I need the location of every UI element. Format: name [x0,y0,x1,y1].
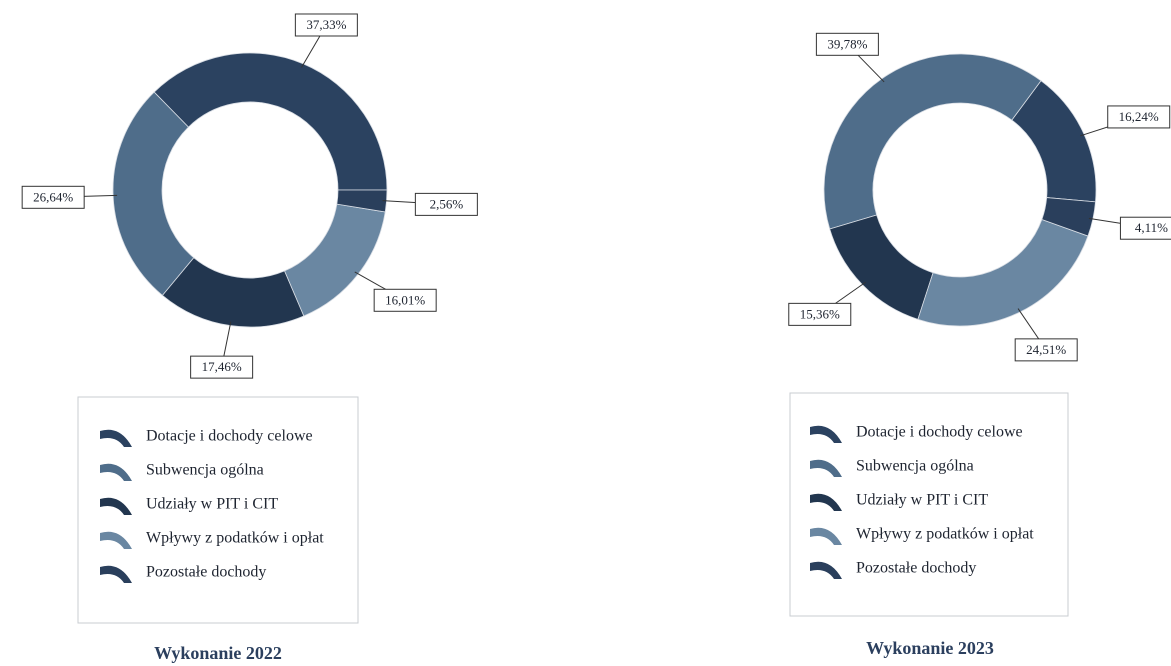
legend-label: Pozostałe dochody [146,564,266,581]
legend-label: Subwencja ogólna [146,462,264,479]
legend-label: Udziały w PIT i CIT [856,492,988,509]
legend-icon [100,497,132,515]
donut-segment [284,203,386,317]
legend-label: Pozostałe dochody [856,560,976,577]
legend-label: Dotacje i dochody celowe [856,424,1023,441]
legend-icon [810,459,842,477]
legend-label: Dotacje i dochody celowe [146,428,313,445]
data-label: 26,64% [33,189,73,204]
donut-segment [917,218,1089,327]
legend-icon [810,527,842,545]
data-label: 15,36% [800,306,840,321]
legend-icon [810,425,842,443]
donut-segment [153,52,388,191]
legend-label: Subwencja ogólna [856,458,974,475]
data-label: 2,56% [430,196,464,211]
label-box [1107,105,1171,129]
data-label: 4,11% [1135,220,1168,235]
label-box [788,302,852,326]
legend-icon [100,429,132,447]
legend-label: Wpływy z podatków i opłat [856,526,1034,543]
legend-label: Udziały w PIT i CIT [146,496,278,513]
label-box [373,288,437,312]
data-label: 16,01% [385,292,425,307]
label-box [815,32,879,56]
data-label: 24,51% [1026,342,1066,357]
label-box [1014,338,1078,362]
legend-icon [810,493,842,511]
legend-label: Wpływy z podatków i opłat [146,530,324,547]
data-label: 17,46% [202,359,242,374]
legend-icon [810,561,842,579]
data-label: 39,78% [827,36,867,51]
donut-segment [1041,197,1096,237]
chart-title: Wykonanie 2022 [154,643,282,663]
label-box [190,355,254,379]
data-label: 37,33% [306,17,346,32]
data-label: 16,24% [1119,109,1159,124]
donut-segment [112,91,195,296]
donut-segment [823,53,1042,230]
legend-icon [100,463,132,481]
label-box [294,13,358,37]
label-box [1119,216,1171,240]
legend-icon [100,531,132,549]
donut-segment [336,189,388,213]
legend-icon [100,565,132,583]
label-box [21,185,85,209]
label-box [414,192,478,216]
chart-title: Wykonanie 2023 [866,638,994,658]
